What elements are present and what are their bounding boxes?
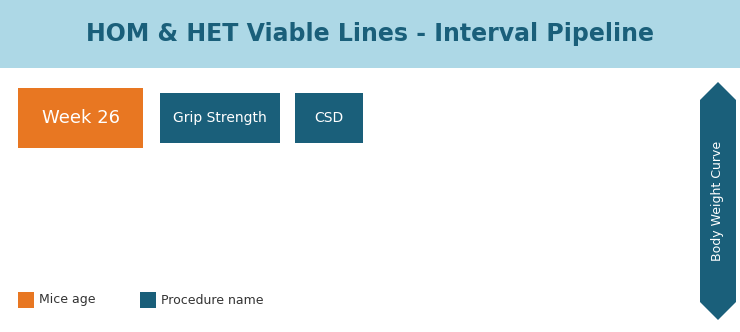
Text: HOM & HET Viable Lines - Interval Pipeline: HOM & HET Viable Lines - Interval Pipeli…	[86, 22, 654, 46]
Text: CSD: CSD	[314, 111, 343, 125]
Bar	[0, 0, 740, 68]
Polygon shape	[700, 82, 736, 320]
Text: Procedure name: Procedure name	[161, 293, 263, 306]
Bar	[18, 292, 34, 308]
Text: Body Weight Curve: Body Weight Curve	[711, 141, 724, 261]
Bar	[140, 292, 156, 308]
Text: Week 26: Week 26	[41, 109, 119, 127]
Bar	[18, 88, 143, 148]
Text: Mice age: Mice age	[39, 293, 95, 306]
Text: Grip Strength: Grip Strength	[173, 111, 267, 125]
Bar	[160, 93, 280, 143]
Bar	[295, 93, 363, 143]
